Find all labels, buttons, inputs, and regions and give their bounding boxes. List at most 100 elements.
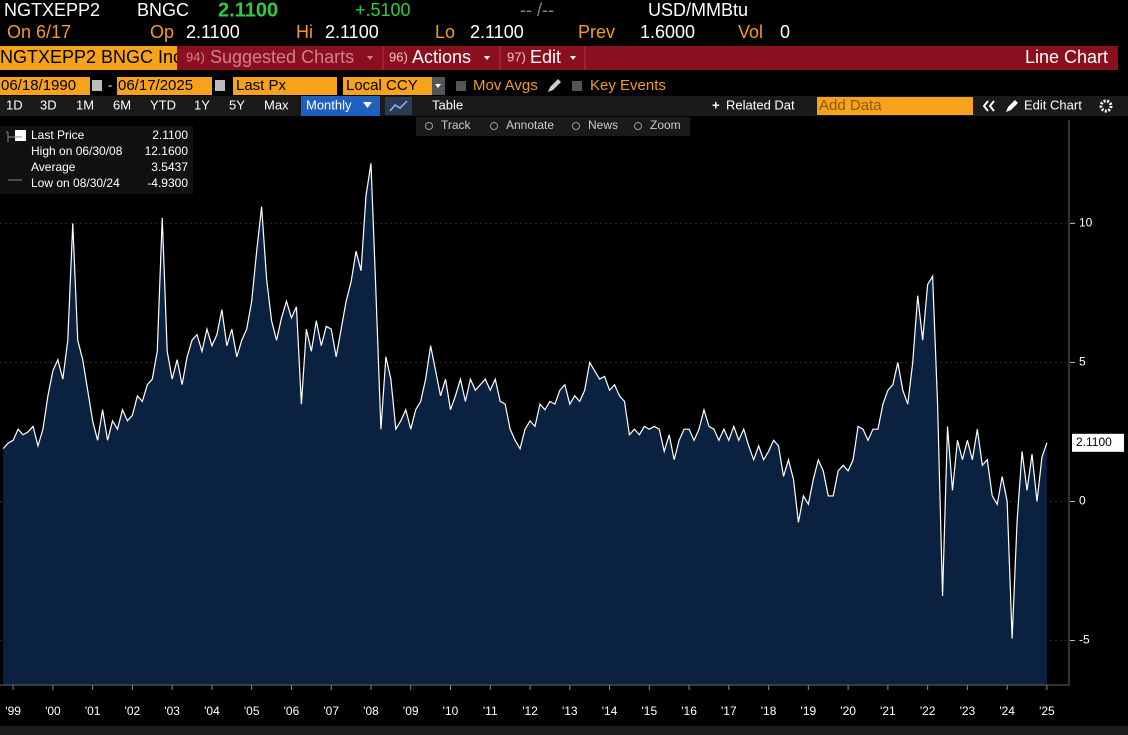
price: 2.1100 (218, 0, 278, 21)
unit: USD/MMBtu (648, 0, 748, 20)
area (3, 163, 1047, 686)
edit-chart[interactable]: Edit Chart (1024, 97, 1082, 112)
related-data[interactable]: Related Dat (726, 97, 795, 112)
vol-label: Vol (738, 22, 763, 42)
checkbox[interactable] (456, 81, 466, 91)
x-tick-label: '00 (45, 704, 61, 718)
security-box[interactable] (0, 46, 177, 70)
x-tick-label: '18 (761, 704, 777, 718)
add-data[interactable]: Add Data (819, 97, 882, 114)
calendar-icon[interactable] (92, 80, 102, 91)
tool-button[interactable]: Zoom (650, 118, 681, 132)
change: +.5100 (355, 0, 411, 20)
frequency[interactable]: Monthly (306, 97, 352, 112)
chart-icon (389, 100, 408, 112)
chart-icon-button[interactable] (385, 97, 412, 115)
currency-box[interactable] (343, 77, 432, 95)
field[interactable]: Last Px (236, 77, 287, 94)
mov-avgs[interactable]: Mov Avgs (473, 77, 538, 94)
x-tick-label: '20 (840, 704, 856, 718)
chart-type: Line Chart (1025, 47, 1108, 67)
menu-item[interactable]: Actions (412, 47, 471, 67)
x-tick-label: '05 (244, 704, 260, 718)
tools-bar (416, 117, 690, 136)
tool-icon[interactable] (634, 122, 642, 130)
legend-swatch (15, 130, 26, 141)
low: 2.1100 (470, 22, 524, 42)
x-tick-label: '02 (125, 704, 141, 718)
period-button[interactable]: 1M (76, 97, 94, 112)
bottom-strip (0, 726, 1128, 735)
time: -- /-- (520, 0, 554, 20)
legend-value: -4.9300 (147, 176, 188, 190)
legend-box (0, 126, 193, 194)
period-button[interactable]: 1D (6, 97, 23, 112)
x-tick-label: '23 (960, 704, 976, 718)
checkbox[interactable] (572, 81, 582, 91)
x-tick-label: '06 (284, 704, 300, 718)
gear-icon[interactable] (1099, 99, 1113, 113)
x-tick-label: '25 (1039, 704, 1055, 718)
plus-icon[interactable]: + (712, 97, 720, 112)
x-tick-label: '99 (5, 704, 21, 718)
high: 2.1100 (325, 22, 379, 42)
start-date[interactable]: 06/18/1990 (1, 77, 76, 94)
dropdown-arrow (363, 102, 372, 108)
add-data-box[interactable] (817, 97, 973, 115)
dropdown-arrow (367, 56, 373, 60)
x-tick-label: '13 (562, 704, 578, 718)
collapse-icon[interactable] (982, 100, 995, 112)
dropdown-arrow (484, 56, 490, 60)
field-box[interactable] (233, 77, 337, 95)
start-date-box[interactable] (0, 77, 90, 95)
period-button[interactable]: YTD (150, 97, 176, 112)
x-tick-label: '04 (204, 704, 220, 718)
frequency-button[interactable] (301, 96, 380, 116)
tool-icon[interactable] (490, 122, 498, 130)
x-tick-label: '12 (522, 704, 538, 718)
x-tick-label: '14 (602, 704, 618, 718)
menu-item[interactable]: Suggested Charts (210, 47, 354, 67)
period-button[interactable]: 1Y (194, 97, 210, 112)
x-tick-label: '17 (721, 704, 737, 718)
menu-num[interactable]: 94) (186, 49, 205, 64)
currency[interactable]: Local CCY (346, 77, 418, 94)
open: 2.1100 (186, 22, 240, 42)
tool-icon[interactable] (572, 122, 580, 130)
table-button[interactable]: Table (432, 97, 463, 112)
x-tick-label: '19 (801, 704, 817, 718)
x-tick-label: '24 (999, 704, 1015, 718)
y-tick-label: -5 (1079, 633, 1090, 647)
x-tick-label: '07 (323, 704, 339, 718)
source: BNGC (137, 0, 189, 20)
period-button[interactable]: 3D (40, 97, 57, 112)
x-tick-label: '11 (483, 704, 498, 718)
menu-num[interactable]: 97) (507, 49, 526, 64)
dropdown-arrow (435, 84, 441, 88)
calendar-icon[interactable] (215, 80, 225, 91)
x-tick-label: '01 (85, 704, 101, 718)
end-date-box[interactable] (117, 77, 212, 95)
prev: 1.6000 (640, 22, 695, 42)
period-button[interactable]: Max (264, 97, 289, 112)
tool-button[interactable]: Track (441, 118, 472, 132)
security[interactable]: NGTXEPP2 BNGC Inc (0, 47, 182, 67)
menu-bar (177, 46, 1118, 70)
period-button[interactable]: 5Y (229, 97, 245, 112)
pencil-icon[interactable] (548, 79, 561, 92)
y-tick-label: 5 (1079, 355, 1086, 369)
x-tick-label: '03 (164, 704, 180, 718)
legend-label: Low on 08/30/24 (31, 176, 120, 190)
key-events[interactable]: Key Events (590, 77, 666, 94)
legend-value: 12.1600 (145, 144, 189, 158)
menu-num[interactable]: 96) (389, 49, 408, 64)
pencil-icon[interactable] (1006, 100, 1018, 112)
tool-button[interactable]: News (588, 118, 618, 132)
tool-icon[interactable] (425, 122, 433, 130)
menu-item[interactable]: Edit (530, 47, 561, 67)
tool-button[interactable]: Annotate (506, 118, 554, 132)
legend-value: 3.5437 (151, 160, 188, 174)
end-date[interactable]: 06/17/2025 (118, 77, 193, 94)
open-label: Op (150, 22, 174, 42)
period-button[interactable]: 6M (113, 97, 131, 112)
